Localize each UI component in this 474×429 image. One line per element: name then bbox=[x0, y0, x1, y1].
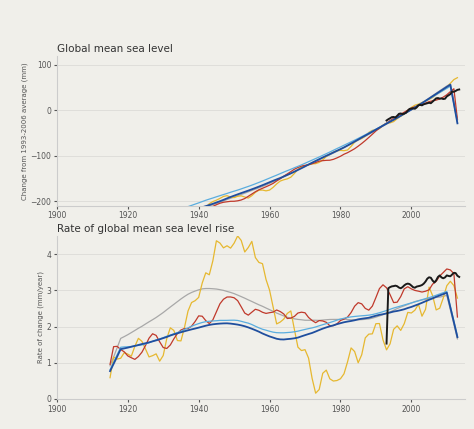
Y-axis label: Rate of change (mm/year): Rate of change (mm/year) bbox=[37, 272, 44, 363]
Text: Global mean sea level: Global mean sea level bbox=[57, 44, 173, 54]
Text: Rate of global mean sea level rise: Rate of global mean sea level rise bbox=[57, 224, 234, 234]
Y-axis label: Change from 1993-2006 average (mm): Change from 1993-2006 average (mm) bbox=[21, 62, 27, 199]
